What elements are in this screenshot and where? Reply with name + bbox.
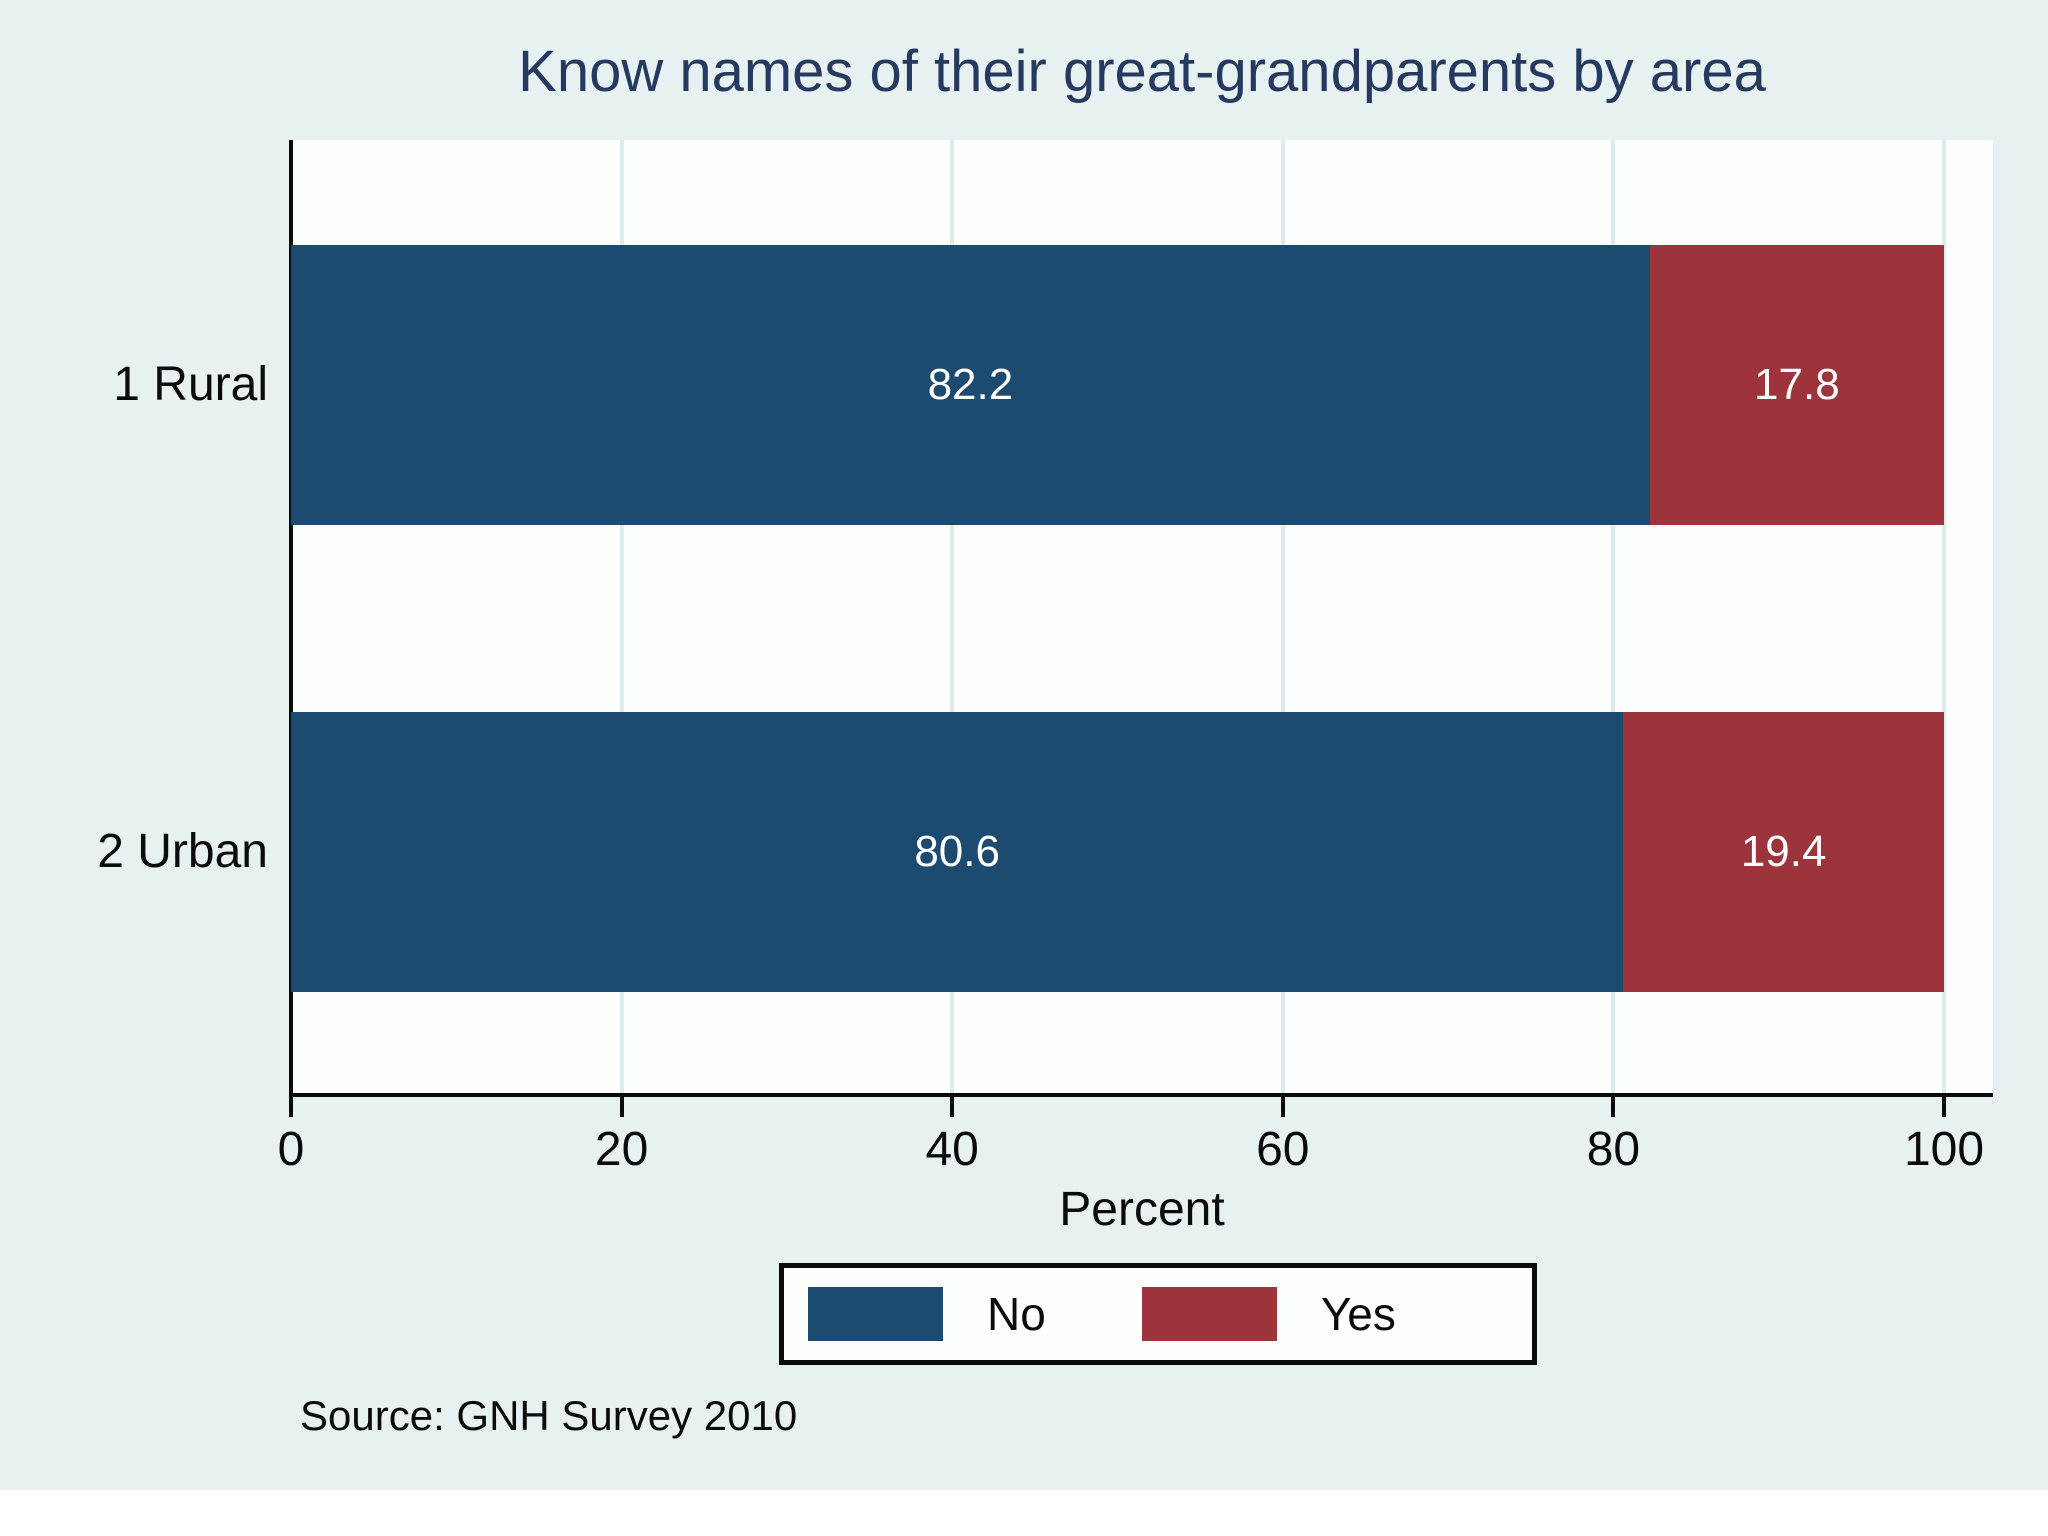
x-tick	[1280, 1097, 1285, 1117]
x-tick	[619, 1097, 624, 1117]
bottom-white-strip	[0, 1490, 2048, 1536]
source-note: Source: GNH Survey 2010	[300, 1392, 798, 1439]
x-tick-label: 100	[1903, 1123, 1985, 1176]
bar-value-label: 82.2	[927, 360, 1014, 409]
x-tick-label: 0	[277, 1123, 305, 1176]
gridline-100	[1942, 140, 1946, 1093]
bar-value-label: 19.4	[1740, 827, 1827, 876]
legend-item-yes: Yes	[1141, 1287, 1396, 1341]
bar-value-label: 80.6	[914, 827, 1000, 876]
chart-figure: Know names of their great-grandparents b…	[0, 0, 2048, 1490]
legend-swatch-no	[808, 1287, 943, 1341]
legend-swatch-yes	[1141, 1287, 1277, 1341]
x-tick	[950, 1097, 955, 1117]
chart-title: Know names of their great-grandparents b…	[518, 39, 1766, 104]
gridline-80	[1611, 140, 1616, 1093]
x-tick-label: 60	[1256, 1123, 1310, 1176]
x-tick-label: 40	[925, 1123, 979, 1176]
legend: No Yes	[779, 1263, 1537, 1365]
bar-value-label: 17.8	[1754, 360, 1840, 409]
x-axis-title: Percent	[1059, 1183, 1225, 1236]
category-label: 1 Rural	[113, 358, 268, 411]
y-axis-line	[289, 140, 293, 1097]
legend-label: Yes	[1320, 1288, 1396, 1340]
x-tick	[1611, 1097, 1616, 1117]
legend-items: No Yes	[808, 1287, 1492, 1341]
bar-segment-no: 80.6	[291, 712, 1624, 992]
x-tick	[1942, 1097, 1946, 1117]
x-tick-label: 80	[1586, 1123, 1641, 1176]
gridline-40	[950, 140, 955, 1093]
bar-segment-yes: 19.4	[1623, 712, 1944, 992]
bar-segment-yes: 17.8	[1649, 245, 1944, 525]
gridline-20	[619, 140, 624, 1093]
bar-segment-no: 82.2	[291, 245, 1650, 525]
x-tick	[289, 1097, 293, 1117]
legend-label: No	[987, 1288, 1046, 1340]
category-label: 2 Urban	[97, 825, 268, 878]
gridline-60	[1280, 140, 1285, 1093]
x-tick-label: 20	[594, 1123, 649, 1176]
x-axis-line	[289, 1093, 1993, 1097]
legend-item-no: No	[808, 1287, 1046, 1341]
